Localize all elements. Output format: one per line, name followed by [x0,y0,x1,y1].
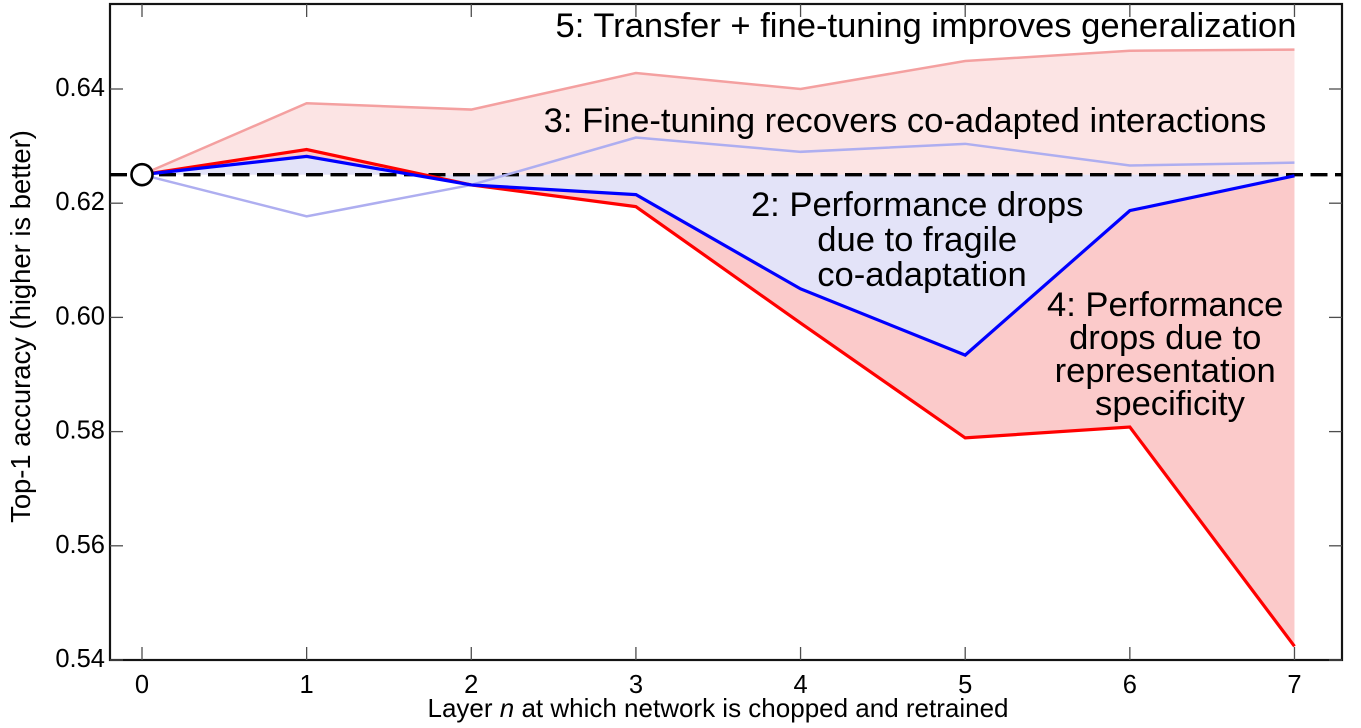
svg-text:7: 7 [1287,671,1301,699]
svg-text:0.54: 0.54 [55,645,105,673]
svg-text:0.58: 0.58 [55,417,105,445]
svg-text:6: 6 [1123,671,1137,699]
svg-text:3: Fine-tuning recovers co-ada: 3: Fine-tuning recovers co-adapted inter… [544,102,1267,140]
svg-text:1: 1 [300,671,314,699]
svg-text:Top-1 accuracy (higher is bett: Top-1 accuracy (higher is better) [5,130,36,523]
svg-text:0.60: 0.60 [55,302,105,330]
svg-text:5: Transfer + fine-tuning impr: 5: Transfer + fine-tuning improves gener… [556,7,1297,45]
svg-text:0.56: 0.56 [55,531,105,559]
svg-text:0.62: 0.62 [55,188,105,216]
svg-text:0.64: 0.64 [55,74,105,102]
svg-text:Layer n at which network is ch: Layer n at which network is chopped and … [427,693,1008,723]
svg-text:0: 0 [135,671,149,699]
